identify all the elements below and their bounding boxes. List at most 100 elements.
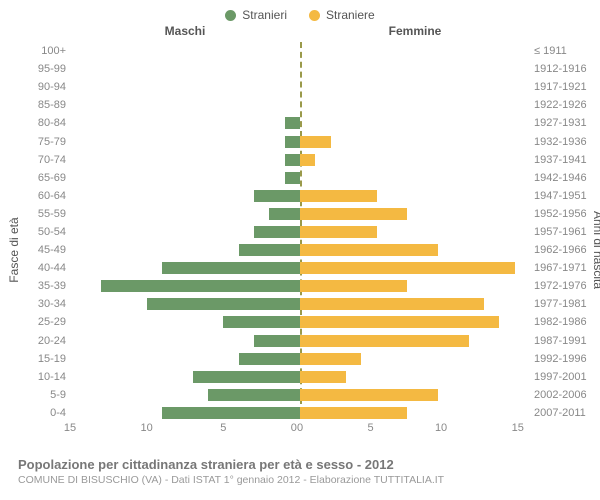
female-half xyxy=(300,132,530,150)
age-label: 45-49 xyxy=(22,244,66,256)
male-bar xyxy=(239,244,300,256)
female-half xyxy=(300,332,530,350)
age-label: 85-89 xyxy=(22,99,66,111)
age-row: 35-391972-1976 xyxy=(70,277,530,295)
age-label: 60-64 xyxy=(22,190,66,202)
x-axis: 151050 051015 xyxy=(70,422,530,434)
male-half xyxy=(70,277,300,295)
male-half xyxy=(70,313,300,331)
age-label: 5-9 xyxy=(22,389,66,401)
x-ticks-left: 151050 xyxy=(70,422,300,434)
legend-item-female: Straniere xyxy=(309,6,375,24)
age-label: 50-54 xyxy=(22,226,66,238)
age-row: 25-291982-1986 xyxy=(70,313,530,331)
female-bar xyxy=(300,208,407,220)
male-half xyxy=(70,60,300,78)
age-label: 40-44 xyxy=(22,262,66,274)
female-half xyxy=(300,386,530,404)
female-bar xyxy=(300,407,407,419)
female-bar xyxy=(300,389,438,401)
female-half xyxy=(300,241,530,259)
birth-label: 1987-1991 xyxy=(534,335,590,347)
male-half xyxy=(70,151,300,169)
female-half xyxy=(300,223,530,241)
male-bar xyxy=(285,117,300,129)
header-left: Maschi xyxy=(70,24,300,42)
birth-label: ≤ 1911 xyxy=(534,45,590,57)
age-label: 20-24 xyxy=(22,335,66,347)
birth-label: 1922-1926 xyxy=(534,99,590,111)
x-tick: 5 xyxy=(367,422,373,434)
birth-label: 1972-1976 xyxy=(534,280,590,292)
male-half xyxy=(70,259,300,277)
female-half xyxy=(300,60,530,78)
female-bar xyxy=(300,335,469,347)
birth-label: 1917-1921 xyxy=(534,81,590,93)
legend-label-female: Straniere xyxy=(326,8,375,22)
female-bar xyxy=(300,298,484,310)
female-half xyxy=(300,350,530,368)
birth-label: 1967-1971 xyxy=(534,262,590,274)
x-tick: 15 xyxy=(512,422,524,434)
x-tick: 15 xyxy=(64,422,76,434)
birth-label: 1912-1916 xyxy=(534,63,590,75)
male-half xyxy=(70,368,300,386)
female-half xyxy=(300,205,530,223)
male-half xyxy=(70,205,300,223)
age-row: 75-791932-1936 xyxy=(70,132,530,150)
age-row: 50-541957-1961 xyxy=(70,223,530,241)
chart-footer: Popolazione per cittadinanza straniera p… xyxy=(18,457,590,486)
age-label: 70-74 xyxy=(22,154,66,166)
age-row: 20-241987-1991 xyxy=(70,332,530,350)
birth-label: 1947-1951 xyxy=(534,190,590,202)
male-bar xyxy=(223,316,300,328)
female-half xyxy=(300,78,530,96)
age-row: 40-441967-1971 xyxy=(70,259,530,277)
age-row: 30-341977-1981 xyxy=(70,295,530,313)
male-bar xyxy=(285,136,300,148)
male-bar xyxy=(285,154,300,166)
male-half xyxy=(70,42,300,60)
age-row: 55-591952-1956 xyxy=(70,205,530,223)
age-row: 100+≤ 1911 xyxy=(70,42,530,60)
y-axis-title-left: Fasce di età xyxy=(7,217,21,282)
x-tick: 10 xyxy=(141,422,153,434)
birth-label: 1932-1936 xyxy=(534,136,590,148)
male-swatch xyxy=(225,10,236,21)
age-label: 90-94 xyxy=(22,81,66,93)
male-half xyxy=(70,241,300,259)
age-row: 90-941917-1921 xyxy=(70,78,530,96)
chart-rows: 100+≤ 191195-991912-191690-941917-192185… xyxy=(70,42,530,422)
population-pyramid-chart: Stranieri Straniere Fasce di età Anni di… xyxy=(0,0,600,500)
female-bar xyxy=(300,262,515,274)
male-half xyxy=(70,350,300,368)
birth-label: 1962-1966 xyxy=(534,244,590,256)
female-bar xyxy=(300,136,331,148)
male-bar xyxy=(254,190,300,202)
age-row: 65-691942-1946 xyxy=(70,169,530,187)
birth-label: 1937-1941 xyxy=(534,154,590,166)
age-label: 75-79 xyxy=(22,136,66,148)
female-bar xyxy=(300,371,346,383)
age-label: 100+ xyxy=(22,45,66,57)
female-half xyxy=(300,151,530,169)
male-half xyxy=(70,187,300,205)
x-ticks-right: 051015 xyxy=(300,422,530,434)
female-bar xyxy=(300,353,361,365)
birth-label: 1992-1996 xyxy=(534,353,590,365)
chart-subtitle: COMUNE DI BISUSCHIO (VA) - Dati ISTAT 1°… xyxy=(18,474,590,486)
age-row: 15-191992-1996 xyxy=(70,350,530,368)
female-half xyxy=(300,277,530,295)
birth-label: 1942-1946 xyxy=(534,172,590,184)
x-tick: 10 xyxy=(435,422,447,434)
female-bar xyxy=(300,316,499,328)
female-half xyxy=(300,187,530,205)
age-label: 65-69 xyxy=(22,172,66,184)
male-bar xyxy=(208,389,300,401)
female-half xyxy=(300,295,530,313)
birth-label: 1977-1981 xyxy=(534,298,590,310)
legend-item-male: Stranieri xyxy=(225,6,287,24)
male-half xyxy=(70,78,300,96)
chart-title: Popolazione per cittadinanza straniera p… xyxy=(18,457,590,472)
female-half xyxy=(300,313,530,331)
